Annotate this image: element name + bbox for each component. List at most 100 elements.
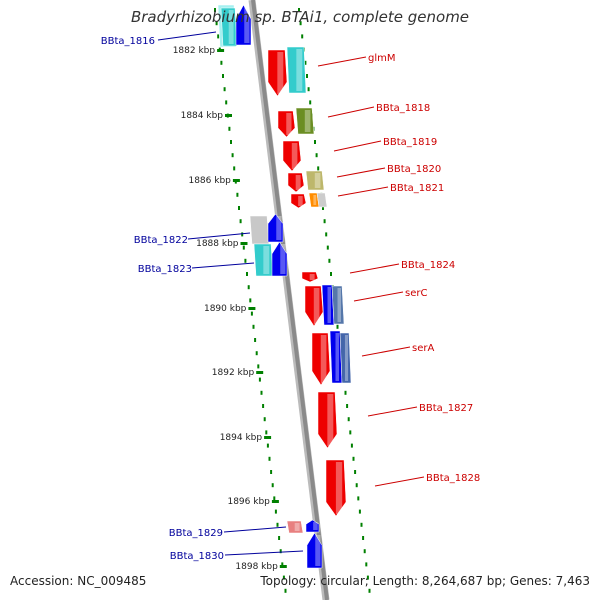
right-guide-dot: [325, 232, 328, 237]
kbp-tick: [217, 49, 225, 52]
right-guide-dot: [309, 100, 312, 105]
right-callout-line: [336, 167, 386, 178]
left-guide-dot: [214, 8, 216, 12]
left-guide-dot: [222, 74, 224, 78]
left-callout-line: [191, 262, 255, 269]
left-guide-dot: [258, 377, 261, 382]
left-callout-line: [157, 31, 217, 41]
kbp-tick: [256, 371, 264, 374]
right-gene-label: serA: [412, 343, 434, 354]
gene-bbta-1816-c: [235, 4, 252, 46]
right-guide-dot: [315, 153, 318, 158]
left-guide-dot: [246, 272, 248, 276]
left-guide-dot: [250, 311, 253, 316]
gene-bbta-1830-a: [305, 519, 320, 533]
gene-bbta-1827-shade: [327, 394, 334, 446]
kbp-label: 1886 kbp: [188, 176, 231, 186]
left-guide-dot: [238, 206, 240, 210]
gene-glmm: [267, 49, 288, 97]
kbp-tick: [248, 307, 256, 310]
right-gene-label: serC: [405, 288, 427, 299]
left-gene-label: BBta_1823: [138, 264, 192, 275]
left-guide-dot: [265, 430, 268, 435]
right-callout-line: [337, 186, 389, 197]
gene-serc-c-shade: [337, 288, 341, 322]
kbp-label: 1898 kbp: [235, 562, 278, 572]
gene-serc-shade: [313, 288, 320, 324]
left-guide-dot: [270, 470, 273, 474]
right-guide-dot: [330, 272, 332, 276]
gene-serc: [304, 285, 324, 327]
gene-bbta-1821-c: [316, 192, 328, 208]
left-guide-dot: [215, 21, 218, 26]
right-guide-dot: [362, 536, 365, 540]
right-callout-line: [333, 140, 382, 152]
right-guide-dot: [322, 206, 324, 210]
left-guide-dot: [225, 100, 228, 105]
kbp-label: 1892 kbp: [212, 368, 255, 378]
gene-sera-c: [339, 332, 352, 384]
right-callout-line: [361, 346, 411, 357]
gene-bbta-1829-shade: [294, 523, 300, 531]
right-guide-dot: [349, 430, 352, 435]
left-guide-dot: [244, 258, 247, 263]
map-title: Bradyrhizobium sp. BTAi1, complete genom…: [130, 8, 470, 26]
right-guide-dot: [323, 219, 326, 224]
left-guide-dot: [266, 443, 269, 448]
right-callout-line: [353, 291, 404, 302]
gene-sera-shade: [320, 335, 327, 383]
gene-glmm-shade: [277, 52, 284, 94]
right-gene-label: BBta_1818: [376, 103, 430, 114]
gene-sera-b-shade: [335, 333, 339, 381]
gene-bbta-1830-shade: [315, 535, 321, 566]
right-guide-dot: [365, 562, 368, 567]
gene-bbta-1830: [306, 532, 323, 569]
left-callout-line: [223, 526, 287, 533]
gene-bbta-1816-c-shade: [244, 7, 250, 43]
left-guide-dot: [230, 140, 232, 144]
backbone-line: [251, 0, 329, 601]
left-guide-dot: [276, 522, 279, 527]
gene-sera-c-shade: [344, 335, 349, 381]
gene-bbta-1820-b-shade: [314, 173, 321, 188]
kbp-label: 1890 kbp: [204, 304, 247, 314]
gene-bbta-1819-shade: [291, 143, 298, 169]
right-guide-dot: [336, 324, 339, 329]
gene-bbta-1819: [282, 140, 302, 172]
left-guide-dot: [241, 232, 244, 237]
right-guide-dot: [350, 443, 353, 448]
right-gene-label: glmM: [368, 53, 396, 64]
gene-bbta-1816-b-shade: [228, 10, 234, 44]
gene-bbta-1821-shade: [298, 196, 303, 206]
right-guide-dot: [357, 496, 360, 501]
kbp-label: 1882 kbp: [173, 46, 216, 56]
gene-serc-b: [321, 284, 335, 326]
gene-bbta-1823-b: [271, 241, 288, 277]
gene-bbta-1821: [290, 193, 307, 209]
gene-serc-b-shade: [327, 287, 331, 323]
left-guide-dot: [284, 588, 287, 593]
left-guide-dot: [217, 34, 220, 39]
right-callout-line: [327, 106, 375, 118]
right-guide-dot: [304, 60, 307, 65]
left-guide-dot: [274, 509, 277, 514]
right-gene-label: BBta_1828: [426, 473, 480, 484]
right-gene-label: BBta_1824: [401, 260, 455, 271]
gene-bbta-1822-shade: [276, 216, 282, 240]
left-gene-label: BBta_1830: [170, 551, 224, 562]
gene-bbta-1820: [287, 172, 305, 193]
left-gene-label: BBta_1829: [169, 528, 223, 539]
left-gene-label: BBta_1816: [101, 36, 155, 47]
right-gene-label: BBta_1827: [419, 403, 473, 414]
genome-summary: Topology: circular; Length: 8,264,687 bp…: [260, 574, 590, 588]
right-guide-dot: [314, 140, 316, 144]
left-guide-dot: [228, 126, 231, 131]
left-guide-dot: [242, 245, 245, 250]
gene-bbta-1824: [301, 271, 319, 283]
kbp-tick: [264, 436, 272, 439]
right-callout-line: [349, 263, 400, 274]
right-guide-dot: [355, 483, 358, 488]
left-guide-dot: [281, 562, 284, 567]
gene-bbta-1818-shade: [286, 113, 292, 135]
